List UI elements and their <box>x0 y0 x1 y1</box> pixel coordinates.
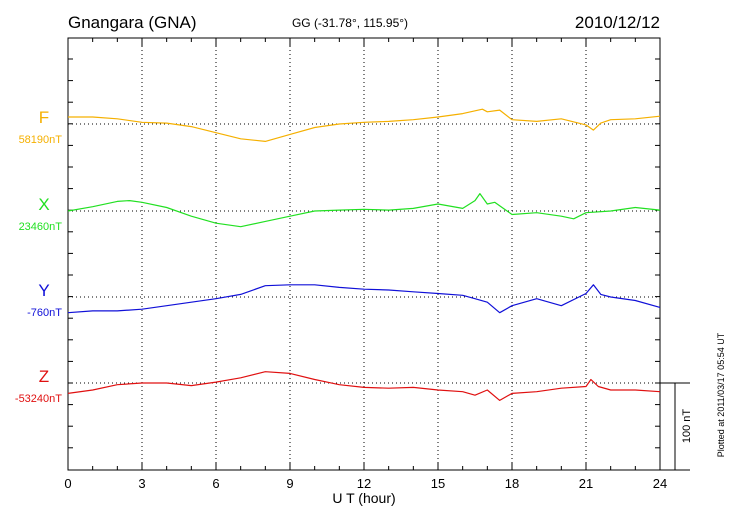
series-name-x: X <box>38 195 49 214</box>
plot-grid <box>68 38 660 470</box>
x-tick-label: 3 <box>138 476 145 491</box>
coordinates-label: GG (-31.78°, 115.95°) <box>292 16 408 30</box>
series-baseline-y: -760nT <box>27 307 62 319</box>
series-baseline-f: 58190nT <box>19 134 63 146</box>
x-tick-label: 15 <box>431 476 445 491</box>
scale-bar-label: 100 nT <box>681 409 693 444</box>
x-tick-label: 9 <box>286 476 293 491</box>
series-baseline-x: 23460nT <box>19 221 63 233</box>
series-lines <box>67 108 661 401</box>
x-tick-label: 24 <box>653 476 667 491</box>
series-labels: F 58190nT X 23460nT Y -760nT Z -53240nT <box>15 108 62 405</box>
plotted-at-note: Plotted at 2011/03/17 05:54 UT <box>716 332 726 457</box>
x-axis-label: U T (hour) <box>332 490 395 506</box>
series-line-f <box>68 108 661 142</box>
date-label: 2010/12/12 <box>575 13 660 32</box>
x-tick-label: 0 <box>64 476 71 491</box>
x-tick-labels: 0 3 6 9 12 15 18 21 24 <box>64 476 667 491</box>
series-name-z: Z <box>39 367 49 386</box>
x-tick-label: 18 <box>505 476 519 491</box>
x-tick-label: 21 <box>579 476 593 491</box>
station-title: Gnangara (GNA) <box>68 13 197 32</box>
series-line-y <box>67 284 661 314</box>
x-tick-label: 12 <box>357 476 371 491</box>
scale-bar: 100 nT <box>660 382 693 471</box>
x-tick-label: 6 <box>212 476 219 491</box>
series-name-y: Y <box>38 281 49 300</box>
series-line-z <box>67 371 661 401</box>
series-line-x <box>67 193 661 228</box>
series-baseline-z: -53240nT <box>15 393 62 405</box>
series-name-f: F <box>39 108 49 127</box>
